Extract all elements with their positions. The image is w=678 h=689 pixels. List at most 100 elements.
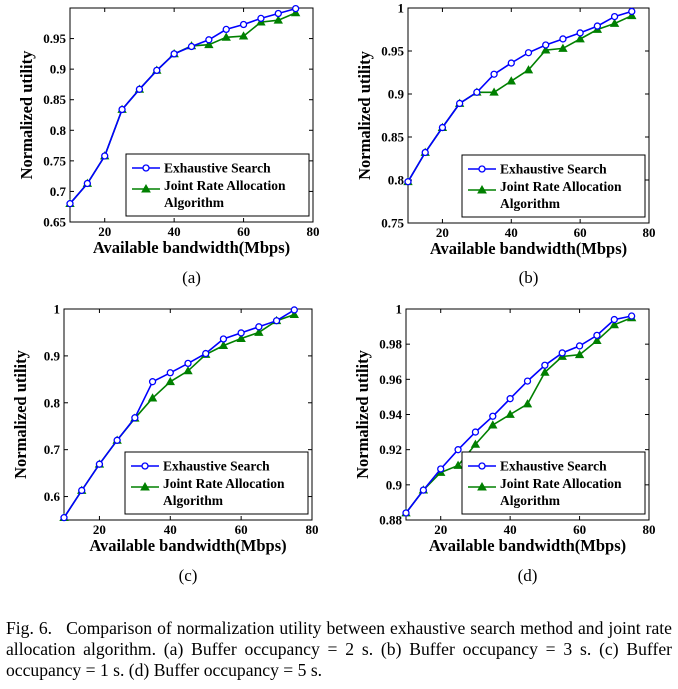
data-point-exhaustive-search bbox=[489, 412, 497, 420]
x-tick-label: 40 bbox=[164, 522, 177, 537]
legend-marker-exhaustive-search bbox=[478, 462, 486, 470]
data-point-exhaustive-search bbox=[437, 465, 445, 473]
data-point-exhaustive-search bbox=[205, 36, 213, 44]
legend-marker-joint-rate-allocation bbox=[477, 481, 487, 491]
x-tick-label: 20 bbox=[434, 522, 447, 537]
data-point-joint-rate-allocation bbox=[609, 18, 620, 27]
data-point-exhaustive-search bbox=[473, 88, 481, 96]
plot-frame bbox=[63, 308, 313, 521]
data-point-joint-rate-allocation bbox=[236, 333, 246, 342]
x-axis-label: Available bandwidth(Mbps) bbox=[93, 238, 290, 257]
y-tick-label: 0.9 bbox=[388, 87, 405, 102]
legend-label-exhaustive-search: Exhaustive Search bbox=[163, 459, 270, 474]
data-point-joint-rate-allocation bbox=[592, 335, 602, 345]
data-point-joint-rate-allocation bbox=[453, 460, 463, 469]
y-axis-label: Normalized utility bbox=[355, 50, 374, 180]
data-point-joint-rate-allocation bbox=[522, 399, 533, 408]
data-point-exhaustive-search bbox=[272, 317, 281, 325]
y-tick-label: 0.8 bbox=[44, 395, 61, 410]
data-point-exhaustive-search bbox=[274, 9, 282, 18]
data-point-exhaustive-search bbox=[558, 349, 566, 357]
legend-box bbox=[125, 153, 310, 217]
data-point-exhaustive-search bbox=[187, 42, 196, 51]
data-point-exhaustive-search bbox=[170, 50, 178, 58]
legend: Exhaustive Search Joint Rate Allocation Al… bbox=[461, 451, 646, 515]
x-tick-label: 60 bbox=[235, 522, 248, 537]
data-point-joint-rate-allocation bbox=[204, 39, 214, 49]
data-point-joint-rate-allocation bbox=[221, 32, 231, 41]
y-tick-label: 0.96 bbox=[379, 372, 402, 387]
data-point-joint-rate-allocation bbox=[541, 45, 551, 54]
legend: Exhaustive Search Joint Rate Allocation Al… bbox=[124, 451, 309, 515]
data-point-joint-rate-allocation bbox=[574, 349, 585, 359]
data-point-exhaustive-search bbox=[541, 361, 549, 369]
y-tick-label: 0.6 bbox=[44, 489, 61, 504]
x-axis-label: Available bandwidth(Mbps) bbox=[429, 536, 626, 555]
data-point-exhaustive-search bbox=[610, 12, 619, 21]
x-tick-label: 80 bbox=[307, 224, 320, 239]
data-point-exhaustive-search bbox=[627, 312, 636, 320]
data-point-joint-rate-allocation bbox=[238, 31, 249, 40]
data-point-joint-rate-allocation bbox=[218, 340, 229, 349]
legend-box bbox=[461, 154, 646, 218]
data-point-exhaustive-search bbox=[83, 179, 92, 188]
data-point-joint-rate-allocation bbox=[289, 309, 299, 319]
y-tick-label: 0.9 bbox=[50, 62, 67, 77]
plot-frame bbox=[407, 7, 650, 224]
y-tick-label: 0.7 bbox=[44, 442, 61, 457]
x-tick-label: 60 bbox=[237, 224, 250, 239]
y-tick-label: 0.85 bbox=[43, 92, 66, 107]
y-tick-label: 0.75 bbox=[381, 216, 404, 231]
legend-marker-exhaustive-search bbox=[141, 462, 149, 470]
data-point-exhaustive-search bbox=[402, 509, 410, 517]
data-point-exhaustive-search bbox=[78, 486, 86, 495]
data-point-exhaustive-search bbox=[524, 49, 533, 57]
data-point-joint-rate-allocation bbox=[254, 327, 264, 336]
data-point-exhaustive-search bbox=[576, 29, 584, 37]
x-tick-label: 40 bbox=[168, 224, 181, 239]
data-point-exhaustive-search bbox=[153, 66, 161, 75]
y-axis-label: Normalized utility bbox=[17, 50, 36, 180]
x-tick-label: 40 bbox=[504, 522, 517, 537]
data-point-exhaustive-search bbox=[628, 7, 636, 16]
y-tick-label: 1 bbox=[54, 302, 61, 317]
x-tick-label: 80 bbox=[643, 522, 656, 537]
y-tick-label: 0.92 bbox=[379, 442, 402, 457]
data-point-exhaustive-search bbox=[166, 369, 174, 377]
legend-label-exhaustive-search: Exhaustive Search bbox=[164, 161, 271, 176]
data-point-joint-rate-allocation bbox=[627, 10, 637, 20]
data-point-exhaustive-search bbox=[222, 25, 230, 34]
data-point-exhaustive-search bbox=[506, 395, 514, 403]
data-point-joint-rate-allocation bbox=[489, 87, 499, 96]
y-tick-label: 0.8 bbox=[50, 123, 67, 138]
y-tick-label: 0.88 bbox=[379, 513, 402, 528]
legend-box bbox=[461, 451, 646, 515]
data-point-joint-rate-allocation bbox=[540, 367, 550, 376]
data-point-exhaustive-search bbox=[523, 377, 532, 385]
data-point-exhaustive-search bbox=[131, 414, 139, 422]
y-tick-label: 1 bbox=[396, 302, 403, 317]
data-point-exhaustive-search bbox=[239, 20, 248, 29]
y-tick-label: 0.9 bbox=[44, 348, 61, 363]
data-point-joint-rate-allocation bbox=[470, 439, 481, 448]
data-point-exhaustive-search bbox=[419, 486, 428, 494]
caption-text: Comparison of normalization utility betw… bbox=[6, 618, 672, 680]
data-point-exhaustive-search bbox=[438, 123, 447, 132]
data-point-exhaustive-search bbox=[219, 335, 228, 343]
data-point-exhaustive-search bbox=[559, 35, 567, 43]
data-point-exhaustive-search bbox=[404, 178, 412, 186]
y-tick-label: 0.98 bbox=[379, 337, 402, 352]
data-point-exhaustive-search bbox=[455, 99, 464, 108]
legend-label-joint-rate-allocation: Joint Rate Allocation Algorithm bbox=[164, 178, 286, 210]
legend-marker-exhaustive-search bbox=[478, 165, 486, 173]
panel-label: (c) bbox=[179, 566, 198, 585]
data-point-exhaustive-search bbox=[291, 4, 300, 13]
data-point-joint-rate-allocation bbox=[575, 34, 585, 43]
legend-label-exhaustive-search: Exhaustive Search bbox=[500, 162, 607, 177]
plot-frame bbox=[69, 7, 314, 223]
chart-panel-b: 20 40 60 80 0.75 0.8 0.85 0.9 0.95 1 Available ban… bbox=[355, 1, 656, 288]
legend-marker-joint-rate-allocation bbox=[140, 481, 150, 491]
data-point-joint-rate-allocation bbox=[609, 320, 619, 329]
data-point-exhaustive-search bbox=[237, 329, 245, 337]
chart-panel-a: 20 40 60 80 0.65 0.7 0.75 0.8 0.85 0.9 0.95 Availab… bbox=[17, 4, 320, 287]
